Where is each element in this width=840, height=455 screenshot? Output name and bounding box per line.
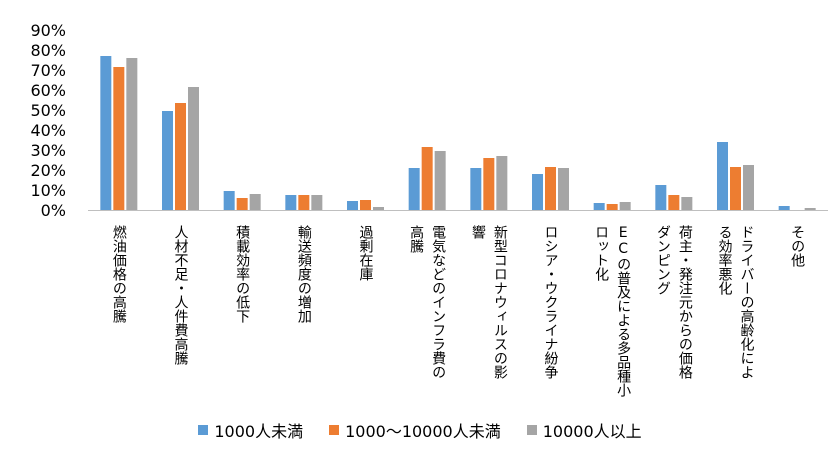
legend-item-3: 10000人以上 <box>526 418 642 442</box>
y-tick-label-5: 50% <box>30 101 66 120</box>
bar-series1-cat7 <box>470 168 482 210</box>
bar-series1-cat6 <box>408 168 420 210</box>
category-label-9-line2: ロット化 <box>593 225 609 282</box>
bars <box>100 56 816 210</box>
legend: 1000人未満 1000～10000人未満 10000人以上 <box>0 418 840 442</box>
bar-series1-cat5 <box>347 201 358 210</box>
bar-series3-cat6 <box>434 151 446 210</box>
bar-series2-cat8 <box>545 167 556 210</box>
bar-series1-cat10 <box>655 185 667 210</box>
y-tick-label-8: 80% <box>30 41 66 60</box>
category-label-5: 過剰在庫 <box>358 225 374 281</box>
bar-series2-cat7 <box>483 158 495 210</box>
bar-series3-cat9 <box>619 202 631 210</box>
category-label-4: 輸送頻度の増加 <box>296 225 312 324</box>
legend-swatch-1 <box>198 425 209 435</box>
legend-label-2: 1000～10000人未満 <box>345 422 501 441</box>
bar-series3-cat1 <box>126 58 138 210</box>
bar-series2-cat1 <box>113 67 125 210</box>
bar-series2-cat4 <box>298 195 310 210</box>
legend-label-3: 10000人以上 <box>542 422 642 441</box>
y-tick-label-6: 60% <box>30 81 66 100</box>
legend-item-2: 1000～10000人未満 <box>329 418 501 442</box>
bar-series3-cat5 <box>373 207 384 210</box>
bar-series1-cat3 <box>223 191 235 210</box>
category-label-7-line1: 新型コロナウィルスの影 <box>492 225 508 379</box>
y-tick-label-9: 90% <box>30 21 66 40</box>
legend-label-1: 1000人未満 <box>214 422 304 441</box>
bar-series2-cat6 <box>421 147 433 210</box>
category-label-1: 燃油価格の高騰 <box>111 224 127 323</box>
category-label-12: その他 <box>789 225 805 268</box>
y-axis: 0%10%20%30%40%50%60%70%80%90% <box>30 21 66 220</box>
y-tick-label-0: 0% <box>41 201 66 220</box>
category-label-10-line1: 荷主・発注元からの価格 <box>677 225 693 379</box>
bar-series2-cat2 <box>175 103 186 210</box>
bar-series1-cat4 <box>285 195 297 210</box>
bar-series1-cat2 <box>162 111 173 210</box>
category-label-7-line2: 響 <box>470 224 486 239</box>
bar-series1-cat11 <box>717 142 728 210</box>
legend-swatch-2 <box>329 425 340 435</box>
bar-series1-cat12 <box>778 206 790 210</box>
y-tick-label-7: 70% <box>30 61 66 80</box>
category-label-6-line1: 電気などのインフラ費の <box>430 225 446 379</box>
bar-series3-cat8 <box>558 168 569 210</box>
bar-series3-cat2 <box>188 87 199 210</box>
bar-series1-cat1 <box>100 56 112 210</box>
y-tick-label-4: 40% <box>30 121 66 140</box>
bar-series3-cat11 <box>743 165 754 210</box>
bar-series2-cat11 <box>730 167 741 210</box>
bar-series3-cat10 <box>681 197 693 210</box>
category-label-10-line2: ダンピング <box>655 225 671 295</box>
category-label-3: 積載効率の低下 <box>234 225 250 323</box>
category-label-11-line2: る効率悪化 <box>717 225 733 296</box>
category-label-8: ロシア・ウクライナ紛争 <box>543 225 559 380</box>
bar-series2-cat3 <box>236 198 248 210</box>
bar-series1-cat8 <box>532 174 543 210</box>
bar-series2-cat9 <box>606 204 618 210</box>
category-label-9-line1: ECの普及による多品種小 <box>615 225 631 398</box>
bar-series3-cat4 <box>311 195 323 210</box>
y-tick-label-1: 10% <box>30 181 66 200</box>
category-label-11-line1: ドライバーの高齢化によ <box>739 225 755 379</box>
bar-series3-cat7 <box>496 156 508 210</box>
bar-series2-cat5 <box>360 200 371 210</box>
y-tick-label-3: 30% <box>30 141 66 160</box>
legend-item-1: 1000人未満 <box>198 418 303 442</box>
category-labels: 燃油価格の高騰 人材不足・人件費高騰 積載効率の低下 輸送頻度の増加 過剰在庫 電気などの… <box>111 224 805 398</box>
legend-swatch-3 <box>526 425 537 435</box>
category-label-2: 人材不足・人件費高騰 <box>173 225 189 365</box>
category-label-6-line2: 高騰 <box>408 224 424 253</box>
bar-series3-cat12 <box>804 208 816 210</box>
bar-series1-cat9 <box>593 203 605 210</box>
bar-series2-cat10 <box>668 195 680 210</box>
bar-series3-cat3 <box>249 194 261 210</box>
y-tick-label-2: 20% <box>30 161 66 180</box>
